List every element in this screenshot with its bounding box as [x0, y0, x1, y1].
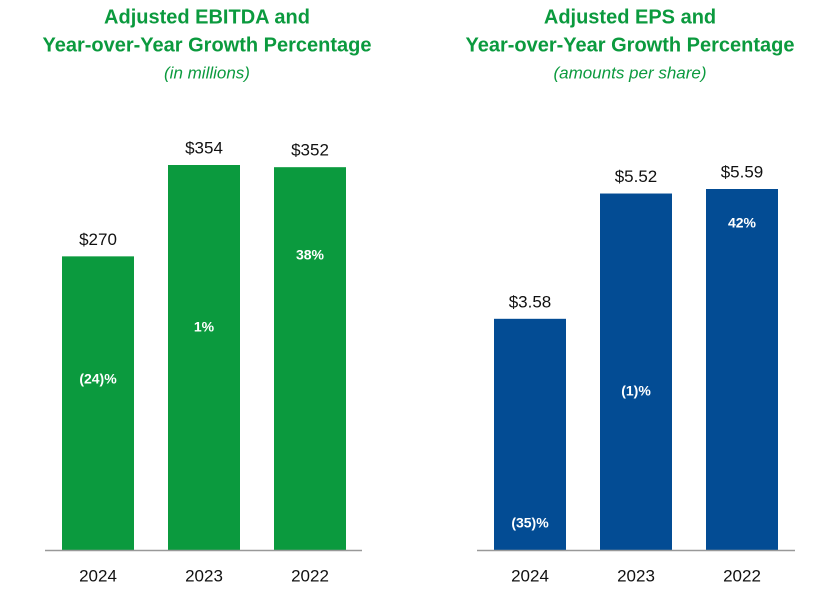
value-label: $352 [291, 141, 329, 160]
growth-label: 1% [194, 319, 215, 335]
x-tick-label: 2023 [185, 566, 223, 585]
growth-label: (1)% [621, 383, 651, 399]
chart-subtitle: (amounts per share) [553, 63, 706, 82]
x-tick-label: 2023 [617, 566, 655, 585]
bar [62, 256, 134, 550]
bar [600, 193, 672, 550]
chart-subtitle: (in millions) [164, 63, 250, 82]
value-label: $5.52 [615, 167, 658, 186]
bar [274, 167, 346, 550]
x-tick-label: 2024 [511, 566, 549, 585]
value-label: $5.59 [721, 162, 764, 181]
growth-label: 38% [296, 247, 325, 263]
x-tick-label: 2022 [291, 566, 329, 585]
chart-title: Adjusted EPS and [544, 6, 716, 28]
bar [706, 189, 778, 550]
bar [168, 165, 240, 550]
value-label: $354 [185, 138, 223, 157]
bar [494, 318, 566, 550]
value-label: $270 [79, 230, 117, 249]
growth-label: 42% [728, 215, 757, 231]
chart-title: Year-over-Year Growth Percentage [42, 34, 371, 56]
growth-label: (35)% [511, 515, 549, 531]
x-tick-label: 2022 [723, 566, 761, 585]
x-tick-label: 2024 [79, 566, 117, 585]
value-label: $3.58 [509, 292, 552, 311]
chart-title: Year-over-Year Growth Percentage [465, 34, 794, 56]
chart-title: Adjusted EBITDA and [104, 6, 310, 28]
growth-label: (24)% [79, 371, 117, 387]
